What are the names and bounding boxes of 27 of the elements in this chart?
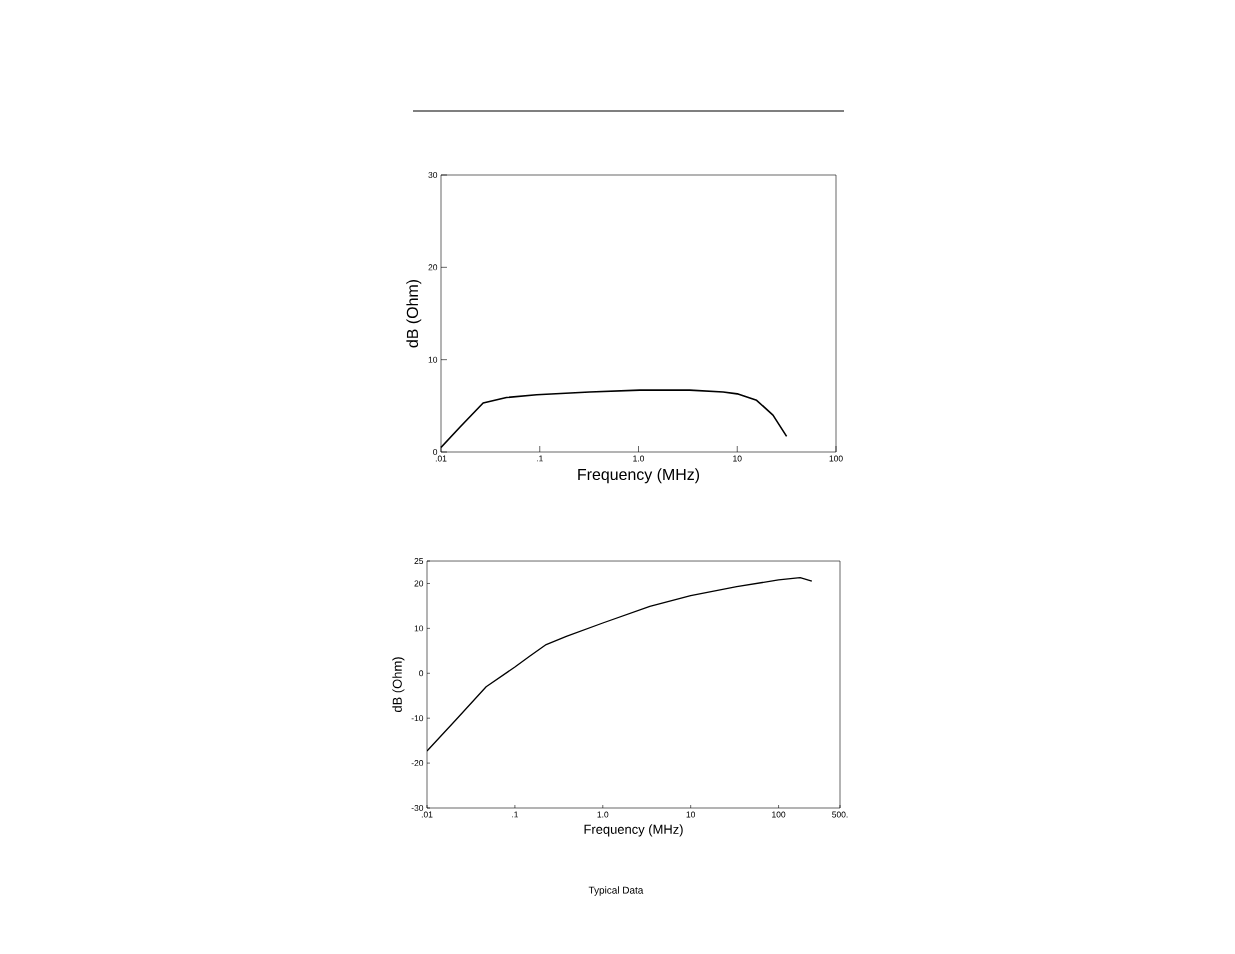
- y-axis-title: dB (Ohm): [406, 279, 422, 348]
- y-tick-label: 10: [428, 356, 438, 363]
- x-tick-label: 10: [733, 455, 742, 462]
- x-axis-title: Frequency (MHz): [584, 824, 683, 837]
- y-tick-label: 20: [428, 264, 438, 271]
- x-tick-label: 10: [686, 811, 696, 818]
- x-tick-label: 1.0: [633, 455, 645, 462]
- x-tick-label: 100: [772, 811, 786, 818]
- y-tick-label: 0: [433, 449, 438, 455]
- y-tick-label: -30: [411, 805, 424, 811]
- x-tick-label: 500.: [832, 811, 848, 818]
- x-axis-title: Frequency (MHz): [578, 468, 700, 484]
- y-tick-label: -20: [411, 760, 424, 767]
- y-axis-title: dB (Ohm): [392, 657, 405, 713]
- x-tick-label: 1.0: [597, 811, 609, 818]
- y-tick-label: 10: [414, 625, 424, 632]
- x-tick-label: 100: [829, 455, 843, 462]
- x-tick-label: .1: [536, 455, 543, 462]
- x-tick-label: .01: [421, 811, 433, 818]
- x-tick-label: .1: [512, 811, 519, 818]
- text: Typical Data: [588, 886, 644, 896]
- y-tick-label: 20: [414, 580, 424, 587]
- x-tick-label: .01: [435, 455, 447, 462]
- y-tick-label: -10: [411, 715, 424, 722]
- y-tick-label: 30: [428, 172, 438, 178]
- y-tick-label: 0: [419, 670, 424, 677]
- y-tick-label: 25: [414, 558, 424, 565]
